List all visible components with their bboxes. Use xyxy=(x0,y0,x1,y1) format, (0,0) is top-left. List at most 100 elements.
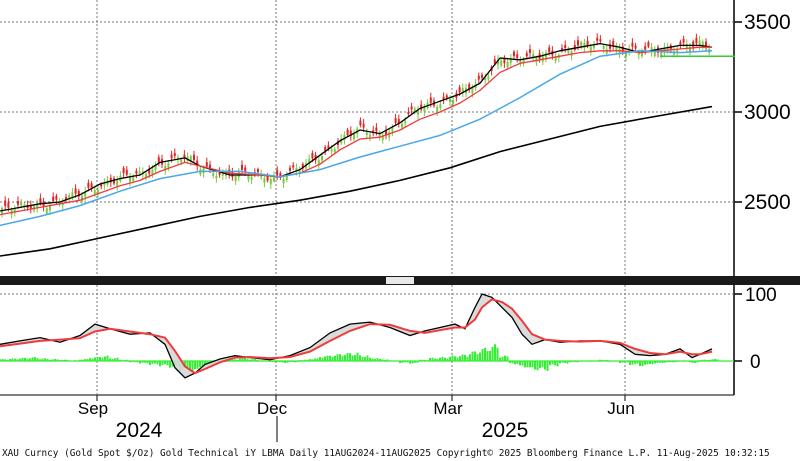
price-candle-body xyxy=(461,88,464,94)
price-candle-body xyxy=(81,195,83,202)
oscillator-line-main xyxy=(0,293,713,379)
price-candle-body xyxy=(634,45,637,49)
price-candle-body xyxy=(282,178,285,184)
price-candle-body xyxy=(55,195,58,200)
oscillator-y-ticks: 100 0 xyxy=(734,285,777,373)
price-candle-body xyxy=(388,132,391,138)
price-candle-body xyxy=(471,88,474,94)
price-candle-body xyxy=(701,41,704,47)
price-candle-body xyxy=(359,120,362,126)
price-candle-body xyxy=(513,51,515,57)
price-candle-body xyxy=(68,195,71,200)
price-candle-body xyxy=(698,40,701,46)
price-candle-body xyxy=(183,154,186,159)
price-candle-body xyxy=(545,52,547,59)
price-candle-body xyxy=(45,208,48,214)
price-candle-body xyxy=(589,46,592,52)
price-candle-body xyxy=(266,175,269,181)
price-candle-body xyxy=(97,190,99,194)
price-candle-body xyxy=(692,41,695,47)
price-candle-body xyxy=(93,190,96,194)
price-candle-body xyxy=(484,77,487,81)
price-candle-body xyxy=(503,57,506,64)
price-y-ticks: 3500 3000 2500 xyxy=(734,11,791,214)
price-candle-body xyxy=(308,158,311,165)
price-candle-body xyxy=(519,60,522,64)
price-candle-body xyxy=(269,179,272,185)
price-candle-body xyxy=(311,152,314,159)
price-candle-body xyxy=(317,160,320,166)
price-candle-body xyxy=(705,41,707,47)
price-candle-body xyxy=(167,163,170,168)
price-candle-body xyxy=(209,164,211,169)
price-candle-body xyxy=(375,127,378,132)
price-candle-body xyxy=(583,42,586,49)
price-candle-body xyxy=(679,42,682,46)
price-line-ma-slow xyxy=(0,50,713,227)
price-candle-body xyxy=(532,53,535,59)
price-candle-body xyxy=(653,50,656,56)
price-candle-body xyxy=(423,106,426,112)
price-candle-body xyxy=(257,169,259,173)
price-candle-body xyxy=(535,57,538,63)
price-candle-body xyxy=(52,196,55,202)
price-candle-body xyxy=(586,40,589,46)
price-candle-body xyxy=(407,111,410,115)
price-candle-body xyxy=(122,167,125,174)
price-candle-body xyxy=(23,204,26,207)
price-line-ma-mid xyxy=(0,46,712,216)
price-candle-body xyxy=(138,171,141,174)
price-candle-body xyxy=(65,197,67,201)
price-candle-body xyxy=(564,45,567,49)
price-candle-body xyxy=(477,75,480,80)
price-candle-body xyxy=(321,156,323,161)
price-candle-body xyxy=(548,47,551,53)
price-panel: 3500 3000 2500 xyxy=(0,11,791,257)
price-candle-body xyxy=(90,183,93,188)
price-candle-body xyxy=(263,178,266,183)
price-candle-body xyxy=(529,49,531,53)
price-candle-body xyxy=(349,130,352,137)
price-candle-body xyxy=(77,190,80,197)
price-ma-lines xyxy=(0,42,735,257)
price-candle-body xyxy=(666,46,669,52)
price-candle-body xyxy=(205,162,208,167)
price-candle-body xyxy=(20,202,23,206)
price-candle-body xyxy=(593,43,595,48)
price-candle-body xyxy=(234,175,237,182)
price-candle-body xyxy=(193,154,195,161)
price-candle-body xyxy=(87,182,90,188)
price-candle-body xyxy=(154,164,157,170)
price-candle-body xyxy=(404,120,407,124)
price-candle-body xyxy=(109,177,112,183)
price-candle-body xyxy=(324,147,327,151)
price-candle-body xyxy=(116,180,119,186)
price-candle-body xyxy=(481,74,483,78)
x-month-label: Jun xyxy=(607,399,634,418)
price-candle-body xyxy=(145,173,147,178)
price-candle-body xyxy=(39,198,42,204)
panel-divider-grip[interactable] xyxy=(386,277,414,284)
oscillator-panel: 100 0 xyxy=(0,285,777,379)
price-candle-body xyxy=(157,157,160,163)
price-candle-body xyxy=(36,202,39,209)
price-candle-body xyxy=(695,37,698,44)
x-month-label: Sep xyxy=(78,399,108,418)
price-candle-body xyxy=(346,129,349,136)
price-candle-body xyxy=(650,47,653,53)
price-candle-body xyxy=(641,53,643,57)
price-candle-body xyxy=(196,160,199,166)
month-gridlines xyxy=(96,0,626,395)
price-candle-body xyxy=(689,46,691,52)
price-candle-body xyxy=(631,42,634,47)
price-candle-body xyxy=(330,149,333,152)
price-candle-body xyxy=(685,44,688,49)
price-candle-body xyxy=(353,133,355,140)
x-month-label: Mar xyxy=(433,399,463,418)
price-candle-body xyxy=(417,110,419,115)
price-candle-body xyxy=(58,201,61,205)
price-candle-body xyxy=(151,169,154,175)
price-candle-body xyxy=(554,57,557,61)
price-candle-body xyxy=(621,46,624,52)
